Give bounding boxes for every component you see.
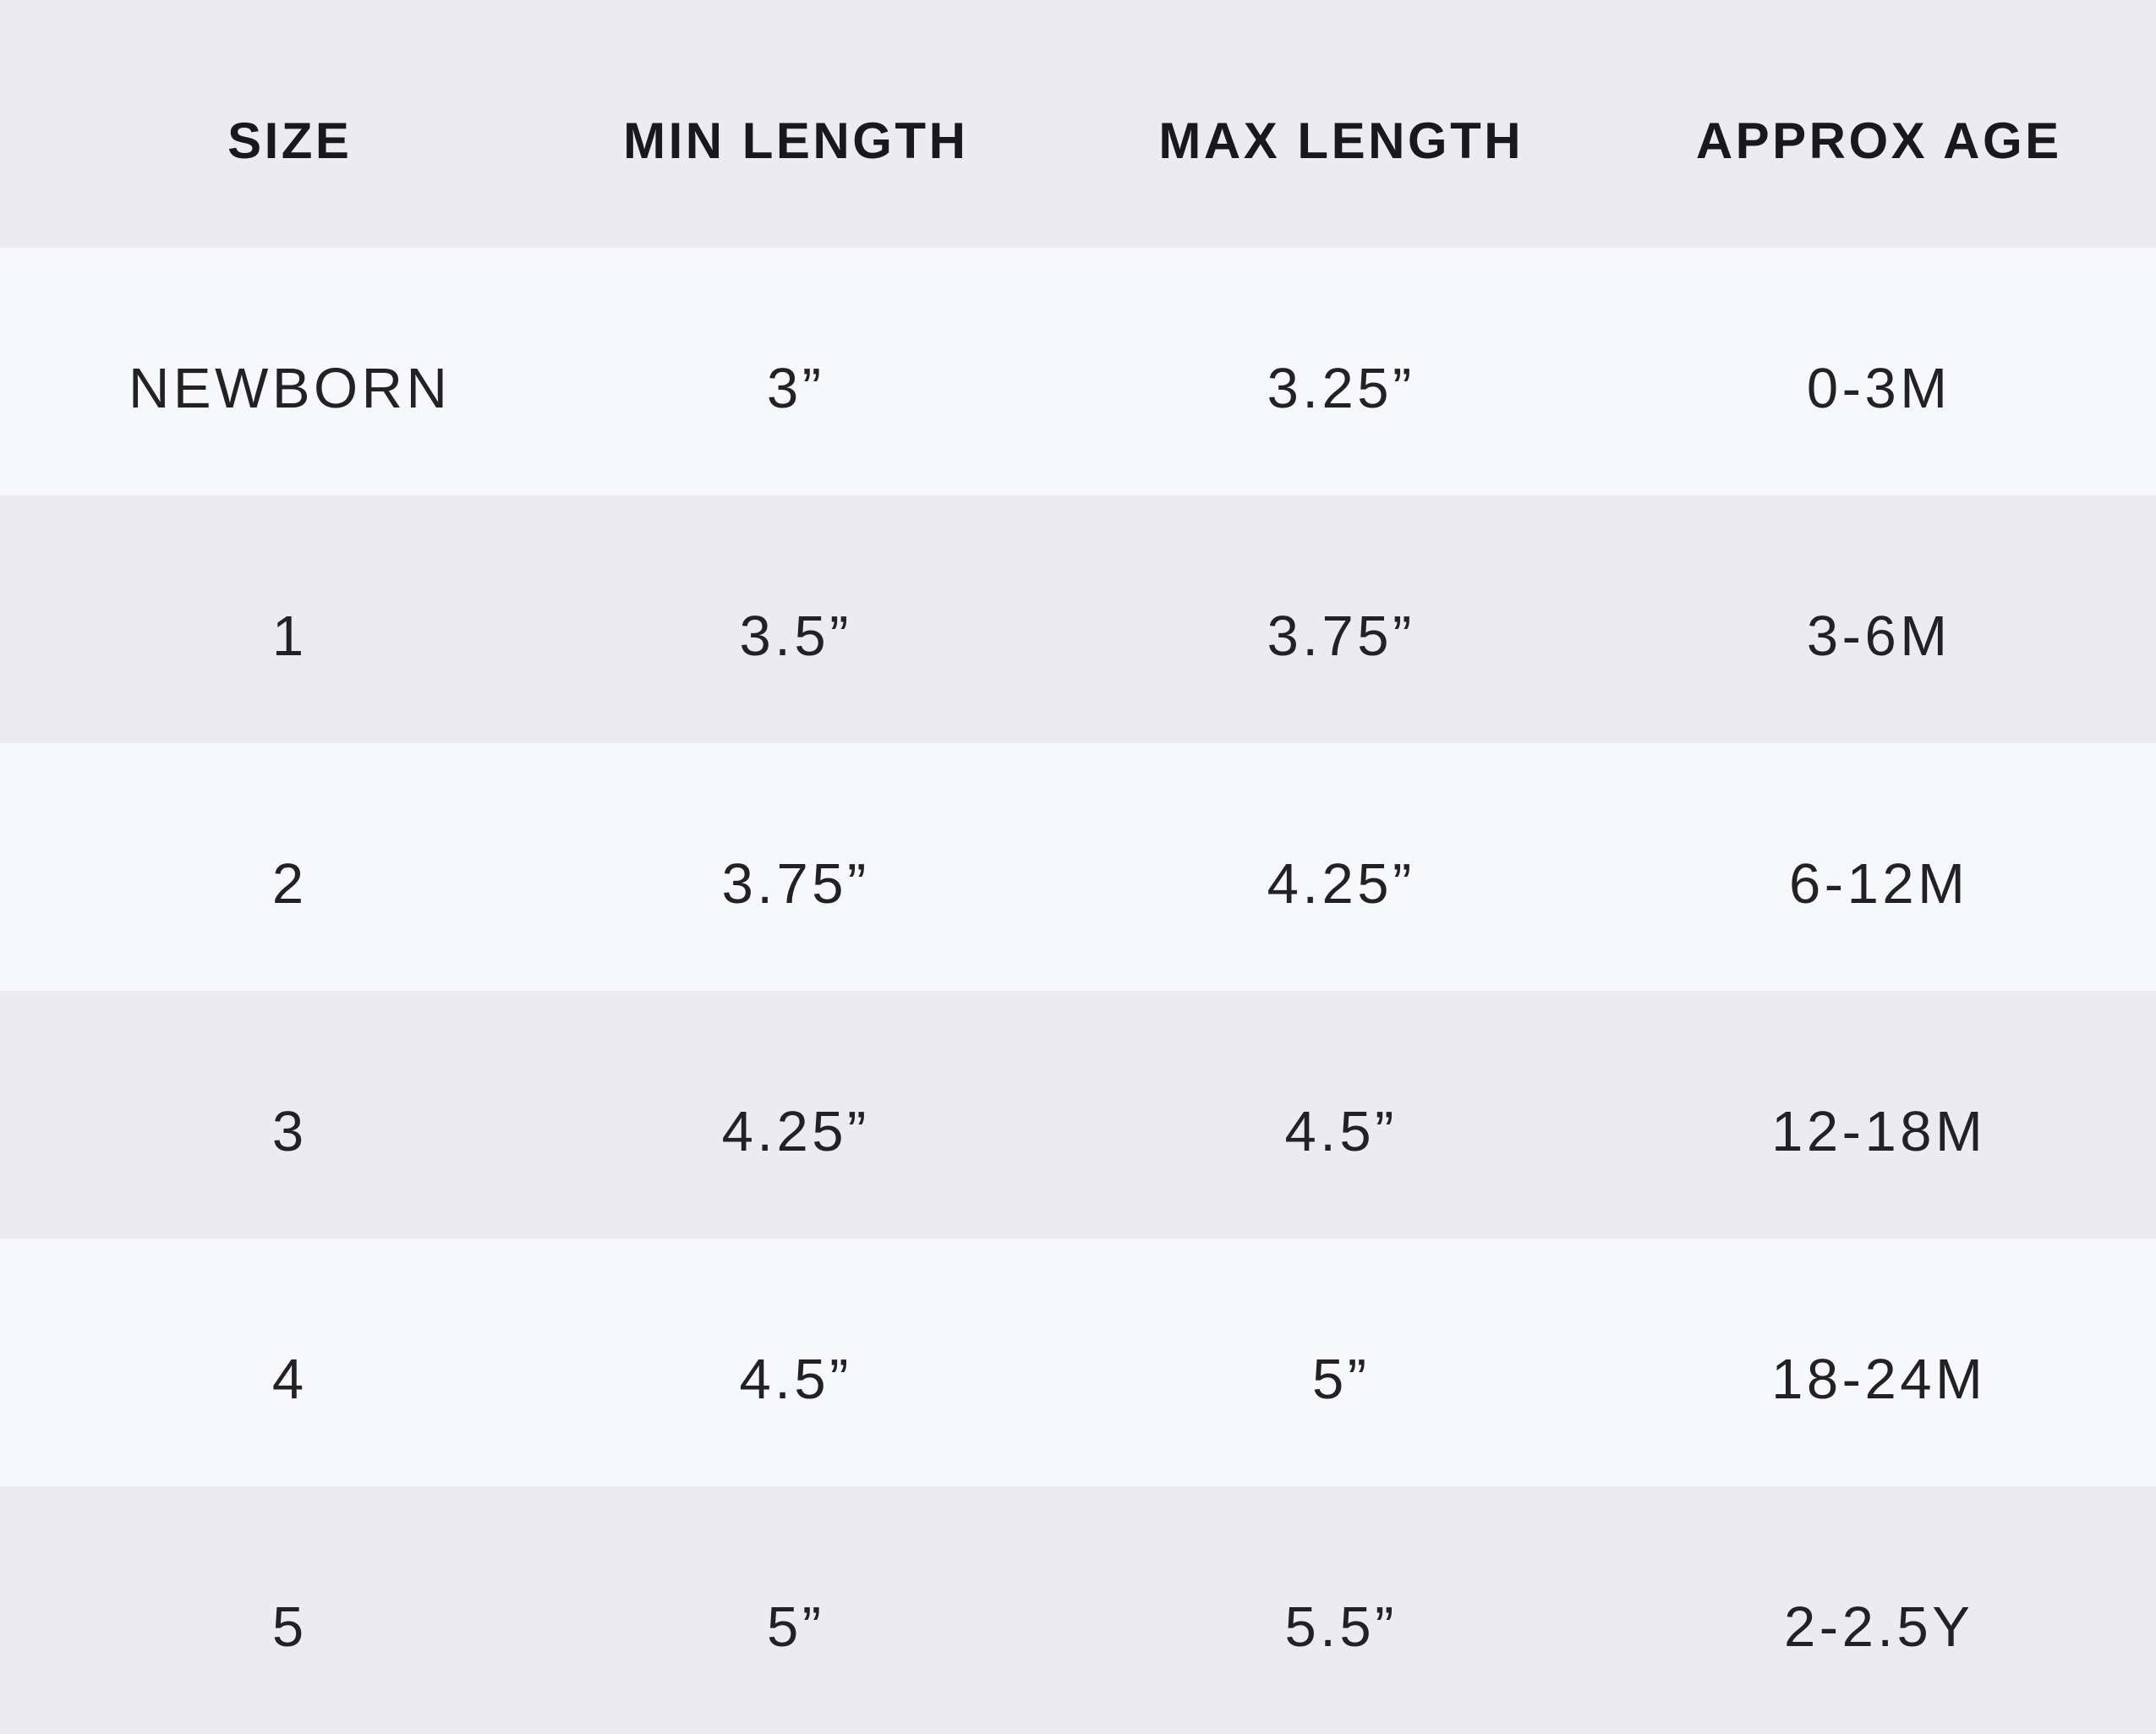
table-row-size-3: 3 4.25” 4.5” 12-18M bbox=[0, 991, 2156, 1239]
approx-age-cell: 18-24M bbox=[1771, 1348, 1987, 1411]
header-cell-min-length: MIN LENGTH bbox=[623, 112, 969, 169]
header-cell-max-length: MAX LENGTH bbox=[1158, 112, 1524, 169]
size-cell: NEWBORN bbox=[129, 357, 451, 420]
max-length-cell: 5.5” bbox=[1284, 1595, 1398, 1659]
approx-age-cell: 3-6M bbox=[1806, 604, 1951, 668]
max-length-cell: 4.5” bbox=[1284, 1100, 1398, 1163]
size-cell: 2 bbox=[271, 852, 308, 916]
table-row-size-1: 1 3.5” 3.75” 3-6M bbox=[0, 495, 2156, 743]
header-cell-size: SIZE bbox=[227, 112, 353, 169]
table-header-row: SIZE MIN LENGTH MAX LENGTH APPROX AGE bbox=[0, 0, 2156, 248]
max-length-cell: 4.25” bbox=[1267, 852, 1415, 916]
min-length-cell: 4.25” bbox=[721, 1100, 870, 1163]
min-length-cell: 3” bbox=[766, 357, 825, 420]
size-cell: 5 bbox=[271, 1595, 308, 1659]
min-length-cell: 3.5” bbox=[739, 604, 852, 668]
header-cell-approx-age: APPROX AGE bbox=[1695, 112, 2062, 169]
min-length-cell: 4.5” bbox=[739, 1348, 852, 1411]
size-cell: 3 bbox=[271, 1100, 308, 1163]
size-cell: 1 bbox=[271, 604, 308, 668]
max-length-cell: 5” bbox=[1311, 1348, 1371, 1411]
approx-age-cell: 2-2.5Y bbox=[1784, 1595, 1974, 1659]
table-row-size-4: 4 4.5” 5” 18-24M bbox=[0, 1239, 2156, 1486]
approx-age-cell: 0-3M bbox=[1806, 357, 1951, 420]
approx-age-cell: 6-12M bbox=[1789, 852, 1969, 916]
min-length-cell: 5” bbox=[766, 1595, 825, 1659]
table-row-size-5: 5 5” 5.5” 2-2.5Y bbox=[0, 1486, 2156, 1734]
approx-age-cell: 12-18M bbox=[1771, 1100, 1987, 1163]
table-row-size-2: 2 3.75” 4.25” 6-12M bbox=[0, 743, 2156, 991]
min-length-cell: 3.75” bbox=[721, 852, 870, 916]
size-cell: 4 bbox=[271, 1348, 308, 1411]
max-length-cell: 3.75” bbox=[1267, 604, 1415, 668]
max-length-cell: 3.25” bbox=[1267, 357, 1415, 420]
table-row-newborn: NEWBORN 3” 3.25” 0-3M bbox=[0, 248, 2156, 495]
